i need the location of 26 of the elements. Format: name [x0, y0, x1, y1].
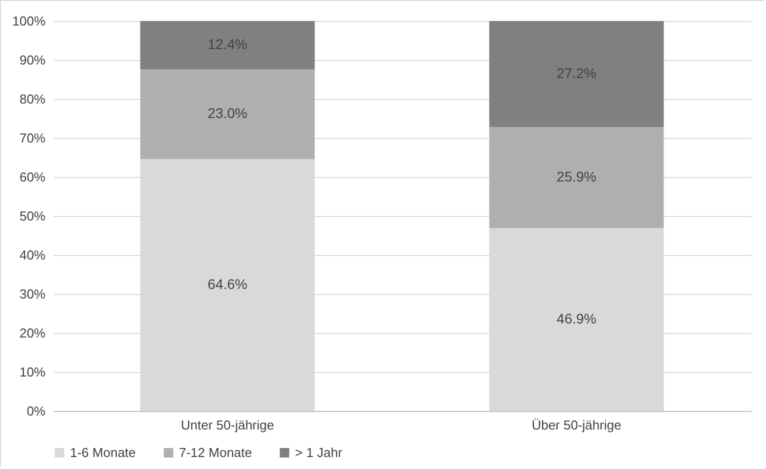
y-tick-label: 50%	[19, 208, 46, 224]
data-label: 27.2%	[556, 65, 596, 82]
legend-label: 1-6 Monate	[70, 444, 136, 460]
legend-label: > 1 Jahr	[295, 444, 344, 460]
bar	[489, 21, 664, 128]
y-tick-label: 20%	[19, 326, 46, 340]
x-tick-label: Über 50-jährige	[532, 418, 622, 432]
y-tick-label: 0%	[26, 404, 46, 418]
y-tick-label: 70%	[19, 130, 46, 146]
y-tick-label: 100%	[12, 14, 46, 28]
bar	[140, 21, 315, 70]
y-tick-label: 10%	[19, 364, 46, 380]
data-label: 64.6%	[208, 276, 248, 292]
y-tick-label: 60%	[19, 170, 46, 184]
bar	[140, 69, 315, 160]
data-label: 25.9%	[556, 168, 596, 185]
y-tick-label: 30%	[19, 286, 46, 302]
y-tick-label: 40%	[19, 248, 46, 262]
y-tick-label: 90%	[19, 52, 46, 68]
data-label: 46.9%	[556, 310, 596, 327]
x-tick-label: Unter 50-jährige	[180, 418, 274, 432]
bar	[489, 127, 664, 228]
data-label: 23.0%	[208, 105, 248, 122]
data-label: 12.4%	[208, 36, 248, 52]
y-tick-label: 80%	[19, 92, 46, 106]
legend-label: 7-12 Monate	[179, 444, 252, 460]
